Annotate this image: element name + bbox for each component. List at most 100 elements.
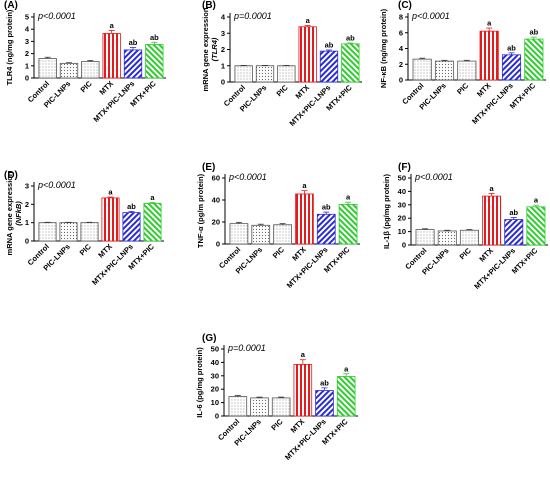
bar-control — [412, 58, 432, 81]
panel-letter: (F) — [398, 162, 411, 173]
y-tick-label: 2 — [25, 200, 29, 209]
cat-pic: PIC — [78, 242, 94, 258]
p-value-label: p=0.0001 — [227, 343, 266, 353]
chart-panel: (D) p<0.0001 0 1 2 3 mRNA gene expression (NFkB… — [4, 170, 164, 287]
chart-panel: (G) p=0.0001 0 10 20 30 40 50 IL-6 (pg/mg protei… — [195, 333, 358, 462]
y-tick-label: 2 — [399, 60, 403, 69]
significance-label: a — [487, 19, 492, 28]
p-value-label: p=0.0001 — [233, 11, 272, 21]
bar-mtx-pic — [336, 376, 356, 417]
y-tick-label: 30 — [398, 200, 406, 209]
y-tick-label: 10 — [211, 398, 219, 407]
y-axis-label: mRNA gene expression — [201, 7, 210, 91]
bar-pic-lnps — [59, 62, 79, 79]
bar-mtx-pic — [143, 203, 162, 242]
y-axis-label-gene: (NFkB) — [14, 201, 23, 226]
significance-label: ab — [507, 43, 516, 52]
y-tick-label: 0 — [402, 241, 406, 250]
significance-label: a — [301, 350, 306, 359]
p-value-label: p<0.0001 — [228, 172, 267, 182]
y-axis-label: IL-1β (pg/mg protein) — [382, 174, 391, 249]
cat-mtx: MTX — [289, 417, 307, 435]
y-tick-label: 50 — [211, 345, 219, 354]
significance-label: a — [108, 188, 113, 197]
cat-mtx: MTX — [98, 79, 116, 97]
y-tick-label: 2 — [25, 49, 29, 58]
bar-mtx-pic — [526, 206, 546, 246]
cat-mtx: MTX — [96, 242, 114, 260]
y-tick-label: 1 — [25, 61, 29, 70]
bar-pic-lnps — [437, 230, 457, 246]
significance-label: a — [346, 193, 351, 202]
significance-label: ab — [127, 202, 136, 211]
chart-panel: (B) p=0.0001 0 1 2 3 4 mRNA gene expression (TLR… — [201, 0, 362, 128]
y-tick-label: 3 — [221, 29, 225, 38]
cat-mtx: MTX — [475, 81, 493, 99]
significance-label: ab — [322, 203, 331, 212]
bar-mtx-pic-lnps — [122, 212, 141, 242]
bar-mtx-pic-lnps — [501, 54, 522, 81]
bar-pic — [81, 61, 100, 79]
bar-mtx — [295, 193, 314, 245]
panel-letter: (E) — [202, 162, 215, 173]
p-value-label: p<0.0001 — [37, 11, 76, 21]
bar-mtx-pic — [524, 38, 544, 81]
cat-pic: PIC — [455, 81, 471, 97]
bar-mtx-pic — [338, 203, 358, 245]
y-tick-label: 50 — [398, 174, 406, 183]
bar-mtx-pic-lnps — [123, 49, 143, 79]
bar-pic — [273, 224, 292, 245]
significance-label: a — [150, 193, 155, 202]
bar-mtx — [298, 26, 317, 83]
bar-mtx-pic-lnps — [316, 213, 336, 245]
bar-control — [229, 223, 249, 245]
y-tick-label: 2 — [221, 45, 225, 54]
cat-mtx: MTX — [477, 246, 495, 264]
y-axis-label: TNF-α (pg/m protein) — [196, 173, 205, 248]
significance-label: ab — [346, 34, 355, 43]
y-tick-label: 40 — [212, 196, 220, 205]
y-tick-label: 0 — [215, 412, 219, 421]
y-tick-label: 20 — [212, 218, 220, 227]
y-tick-label: 40 — [211, 358, 219, 367]
y-tick-label: 0 — [221, 78, 225, 87]
bar-pic — [277, 65, 296, 83]
bar-pic-lnps — [59, 222, 78, 242]
y-tick-label: 20 — [211, 385, 219, 394]
significance-label: ab — [320, 378, 329, 387]
bar-pic-lnps — [255, 65, 275, 83]
y-tick-label: 4 — [221, 13, 226, 22]
y-axis-label: IL-6 (pg/mg protein) — [195, 347, 204, 418]
bar-control — [38, 222, 57, 242]
bar-mtx-pic-lnps — [315, 390, 334, 417]
y-tick-label: 0 — [399, 76, 403, 85]
y-tick-label: 30 — [211, 371, 219, 380]
y-tick-label: 0 — [25, 74, 29, 83]
bar-mtx-pic-lnps — [319, 50, 339, 83]
y-tick-label: 8 — [399, 13, 403, 22]
panel-letter: (C) — [398, 0, 412, 11]
bar-control — [38, 58, 57, 79]
y-tick-label: 40 — [398, 187, 406, 196]
significance-label: a — [302, 181, 307, 190]
cat-pic: PIC — [275, 83, 291, 99]
bar-pic-lnps — [250, 397, 269, 417]
significance-label: a — [344, 364, 349, 373]
cat-pic: PIC — [271, 245, 287, 261]
cat-mtx: MTX — [290, 245, 308, 263]
p-value-label: p<0.0001 — [37, 180, 76, 190]
significance-label: ab — [509, 208, 518, 217]
bar-pic-lnps — [251, 224, 271, 245]
y-tick-label: 4 — [399, 44, 404, 53]
y-axis-label: mRNA gene expression — [5, 171, 14, 255]
bar-mtx-pic — [341, 43, 360, 83]
bar-pic — [80, 222, 99, 242]
significance-label: ab — [325, 40, 334, 49]
panel-letter: (A) — [4, 0, 18, 11]
p-value-label: p<0.0001 — [411, 11, 450, 21]
chart-panel: (F)p<0.0001 0 10 20 30 40 50 IL-1β (pg/mg prote… — [382, 162, 548, 291]
significance-label: ab — [129, 38, 138, 47]
